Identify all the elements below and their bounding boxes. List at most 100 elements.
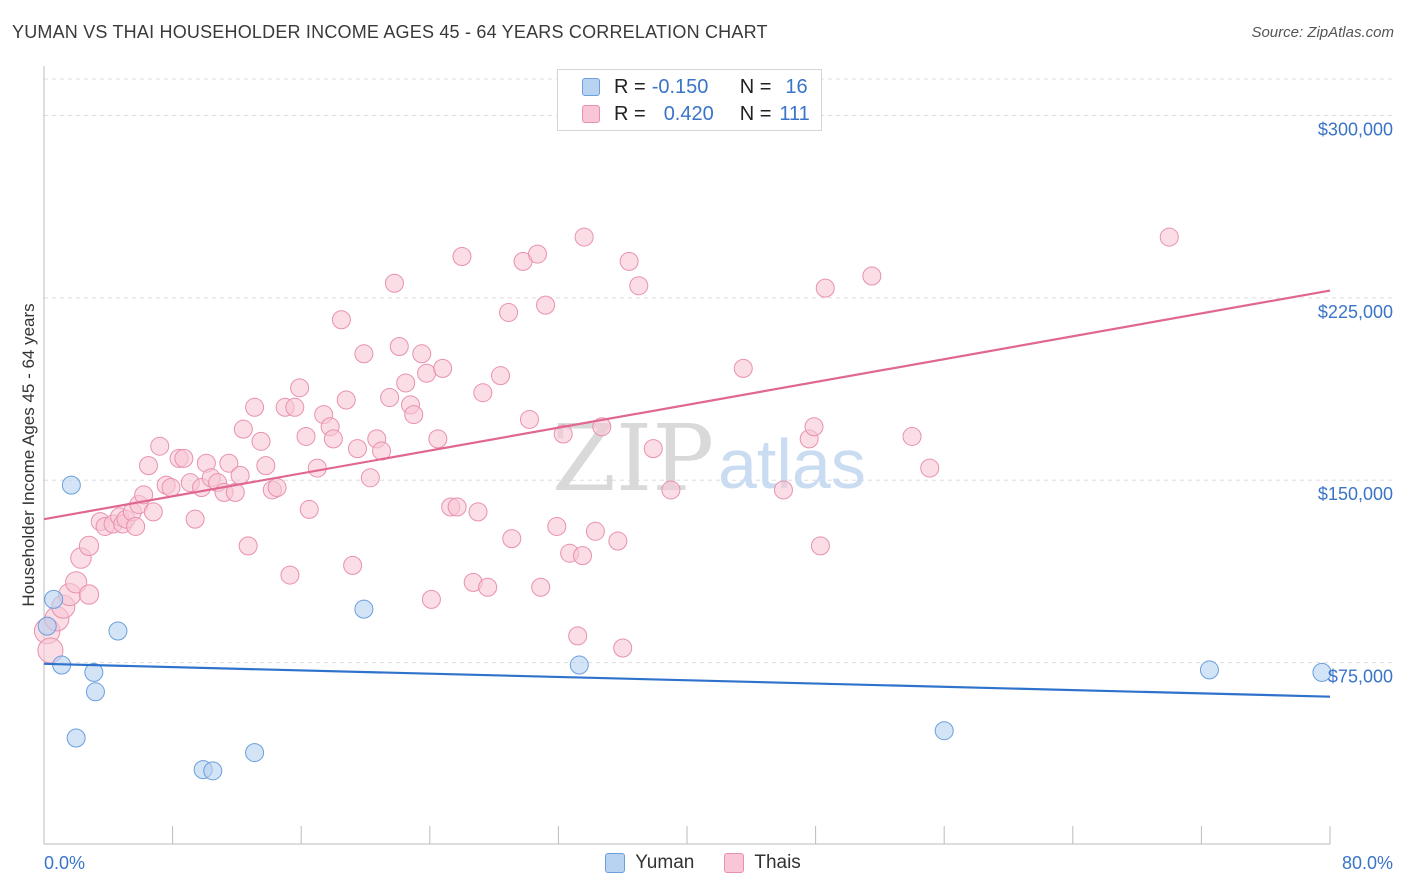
trend-lines xyxy=(43,289,1331,698)
thais-point xyxy=(245,397,265,417)
legend-row-yuman: R = -0.150 N = 16 xyxy=(582,75,808,99)
thais-point xyxy=(447,497,467,517)
thais-point xyxy=(389,336,409,356)
axes xyxy=(43,66,1331,845)
thais-point xyxy=(519,409,539,429)
yuman-point xyxy=(61,475,81,495)
x-tick-label-max: 80.0% xyxy=(1342,853,1393,873)
thais-point xyxy=(267,478,287,498)
thais-point xyxy=(174,448,194,468)
thais-point xyxy=(323,429,343,449)
thais-point xyxy=(585,521,605,541)
thais-point xyxy=(592,417,612,437)
yuman-point xyxy=(569,655,589,675)
yuman-point xyxy=(934,721,954,741)
thais-point xyxy=(773,480,793,500)
thais-point xyxy=(331,310,351,330)
thais-point xyxy=(417,363,437,383)
thais-point xyxy=(473,383,493,403)
y-tick-label: $150,000 xyxy=(1318,484,1393,504)
thais-point xyxy=(629,276,649,296)
y-tick-label: $225,000 xyxy=(1318,302,1393,322)
thais-point xyxy=(78,535,100,557)
yuman-legend-label: Yuman xyxy=(635,852,695,873)
thais-point xyxy=(65,571,88,594)
thais-point xyxy=(134,485,154,505)
thais-point xyxy=(78,584,100,605)
thais-point xyxy=(804,417,824,437)
thais-point xyxy=(396,373,416,393)
yuman-legend-swatch xyxy=(605,853,626,873)
thais-point xyxy=(290,378,310,398)
thais-point xyxy=(468,502,488,522)
thais-point xyxy=(256,456,276,476)
watermark: ZIP atlas xyxy=(552,405,866,512)
thais-point xyxy=(491,366,511,386)
yuman-point xyxy=(85,682,105,702)
thais-point xyxy=(404,405,424,425)
thais-point xyxy=(421,589,441,609)
thais-point xyxy=(613,638,633,658)
yuman-point xyxy=(354,599,374,619)
yuman-point xyxy=(84,662,104,682)
thais-point xyxy=(296,426,316,446)
thais-point xyxy=(360,468,380,488)
thais-point xyxy=(553,424,573,444)
thais-point xyxy=(608,531,628,551)
thais-point xyxy=(428,429,448,449)
thais-point xyxy=(150,436,170,456)
legend-n-value: 16 xyxy=(785,75,808,98)
legend-n-label: N = xyxy=(739,75,772,98)
thais-point xyxy=(733,358,753,378)
legend-item-thais[interactable]: Thais xyxy=(724,852,801,874)
thais-point xyxy=(126,516,146,536)
thais-point xyxy=(280,565,300,585)
yuman-point xyxy=(1312,662,1332,682)
yuman-point xyxy=(245,743,265,763)
thais-point xyxy=(161,478,181,498)
thais-point xyxy=(380,388,400,408)
thais-point xyxy=(815,278,835,298)
thais-point xyxy=(138,456,158,476)
thais-point xyxy=(143,502,163,522)
y-axis-label: Householder Income Ages 45 - 64 years xyxy=(19,303,38,606)
thais-point xyxy=(528,244,548,264)
thais-point xyxy=(619,251,639,271)
thais-trend-line xyxy=(43,289,1331,521)
thais-point xyxy=(920,458,940,478)
thais-point xyxy=(452,247,472,267)
x-tick-label-min: 0.0% xyxy=(44,853,85,873)
thais-point xyxy=(343,555,363,575)
thais-point xyxy=(384,273,404,293)
thais-point xyxy=(354,344,374,364)
thais-point xyxy=(810,536,830,556)
thais-point xyxy=(573,546,593,566)
thais-legend-label: Thais xyxy=(754,852,801,873)
yuman-point xyxy=(66,728,86,748)
thais-point xyxy=(478,577,498,597)
thais-point xyxy=(1159,227,1179,247)
thais-point xyxy=(433,358,453,378)
thais-point xyxy=(902,426,922,446)
thais-legend-swatch xyxy=(724,853,745,873)
thais-point xyxy=(661,480,681,500)
legend-item-yuman[interactable]: Yuman xyxy=(605,852,694,874)
thais-point xyxy=(336,390,356,410)
yuman-swatch xyxy=(582,78,600,96)
yuman-points xyxy=(37,475,1332,781)
y-tick-label: $75,000 xyxy=(1328,667,1393,687)
yuman-trend-line xyxy=(43,662,1331,698)
thais-point xyxy=(285,397,305,417)
thais-point xyxy=(251,431,271,451)
yuman-point xyxy=(37,616,57,636)
legend-r-label: R = xyxy=(614,102,646,125)
thais-swatch xyxy=(582,105,600,123)
legend-n-value: 111 xyxy=(779,102,810,125)
y-tick-label: $300,000 xyxy=(1318,119,1393,139)
thais-point xyxy=(499,302,519,322)
watermark-zip: ZIP xyxy=(552,405,714,512)
thais-point xyxy=(230,465,250,485)
legend-r-value: 0.420 xyxy=(663,102,714,125)
yuman-point xyxy=(1199,660,1219,680)
